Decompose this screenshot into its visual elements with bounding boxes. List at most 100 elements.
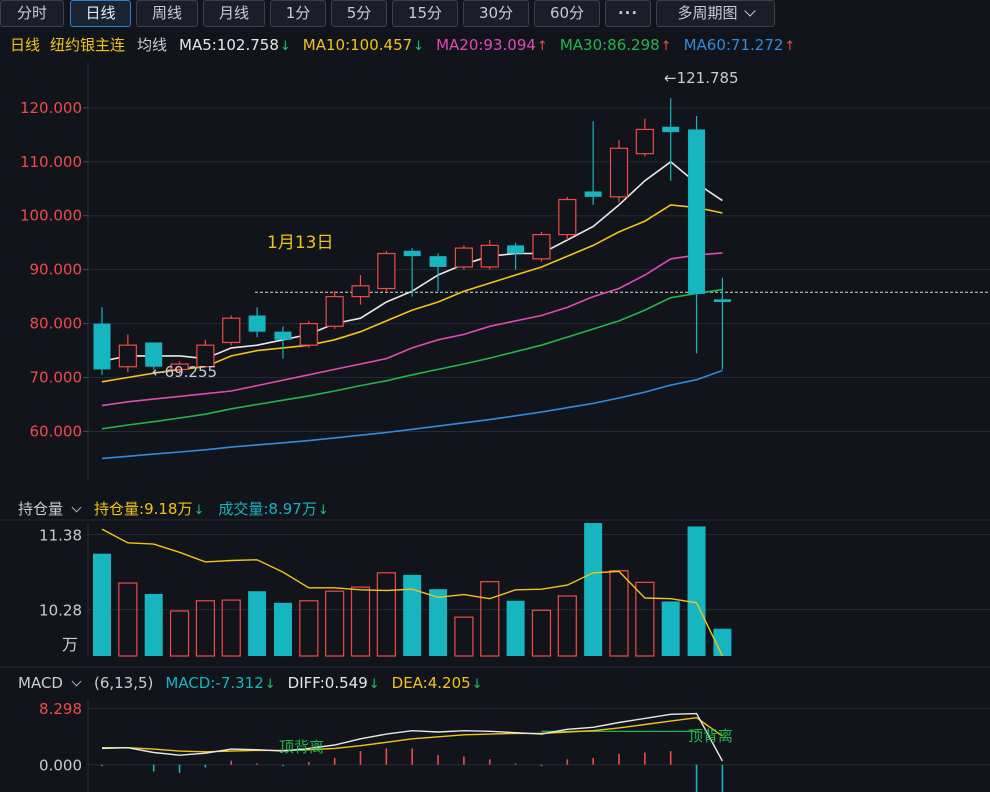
price-tick-label: 110.000 (20, 153, 82, 171)
down-arrow-icon: ↓ (317, 503, 329, 518)
candlesticks (93, 98, 731, 375)
candle (532, 231, 551, 262)
tab-intraday[interactable]: 分时 (0, 0, 64, 27)
diff-line (101, 712, 724, 762)
volume-bar (403, 574, 422, 656)
candle (635, 118, 654, 157)
volume-bar (273, 602, 292, 656)
volume-bar (144, 593, 163, 656)
volume-bar (635, 581, 655, 657)
down-arrow-icon: ↓ (471, 677, 483, 692)
candle (222, 315, 241, 346)
volume-bar (531, 609, 552, 657)
candle-body (274, 331, 292, 340)
volume-bar (713, 628, 732, 656)
tab-monthly[interactable]: 月线 (203, 0, 265, 27)
price-axis: 120.000 110.000 100.000 90.000 80.000 70.000 6… (20, 62, 89, 480)
dea-value: DEA:4.205 (391, 674, 471, 692)
ma-legend: 日线 纽约银主连 均线 MA5:102.758↓ MA10:100.457↓ MA20:9… (10, 33, 807, 57)
candle-body (713, 299, 731, 303)
candle-body (170, 363, 189, 371)
more-periods-button[interactable]: ··· (605, 0, 651, 27)
volume-tick-label: 10.28 (39, 602, 82, 620)
volume-bar (325, 590, 345, 657)
price-tick-label: 120.000 (20, 99, 82, 117)
indicator-dropdown-macd[interactable]: MACD (18, 674, 82, 692)
candle-body (196, 344, 215, 368)
down-arrow-icon: ↓ (368, 677, 380, 692)
volume-bar (93, 553, 111, 656)
date-annotation: 1月13日 (267, 233, 333, 253)
volume-bar (221, 599, 241, 657)
volume-bar (506, 600, 525, 656)
volume-bar (557, 595, 577, 657)
candle-body (377, 252, 396, 290)
candle (558, 196, 577, 240)
macd-params: (6,13,5) (93, 674, 154, 692)
tab-5min[interactable]: 5分 (331, 0, 387, 27)
period-toolbar: 分时 日线 周线 月线 1分 5分 15分 30分 60分 ··· 多周期图 (0, 0, 990, 28)
candle-body (584, 191, 602, 197)
price-tick-label: 90.000 (30, 261, 83, 279)
macd-tick-label: 0.000 (39, 757, 82, 775)
volume-axis: 万 11.38 10.28 (39, 523, 89, 656)
ma20-value: MA20:93.094 (436, 36, 536, 54)
divergence-label-2: 顶背离 (688, 727, 733, 745)
candle-body (351, 285, 370, 298)
tab-15min[interactable]: 15分 (392, 0, 458, 27)
candle-body (93, 323, 111, 370)
candle-body (325, 296, 344, 327)
open-interest-line (101, 528, 724, 657)
macd-annotations: 顶背离 顶背离 (279, 727, 733, 756)
volume-unit-label: 万 (62, 635, 78, 654)
volume-bar (169, 610, 190, 657)
tab-weekly[interactable]: 周线 (136, 0, 198, 27)
candle (480, 239, 499, 270)
oi-value: 持仓量:9.18万 (94, 500, 193, 518)
indicator-name: MACD (18, 674, 63, 692)
price-tick-label: 60.000 (30, 422, 83, 440)
ma60-value: MA60:71.272 (683, 36, 784, 54)
volume-value: 成交量:8.97万 (218, 500, 317, 518)
tab-daily[interactable]: 日线 (70, 0, 131, 27)
candle (454, 245, 473, 270)
candle (170, 361, 189, 375)
volume-bar (661, 601, 680, 656)
candle (584, 121, 602, 205)
volume-bar (350, 586, 371, 657)
diff-value: DIFF:0.549 (287, 674, 368, 692)
candle (403, 248, 421, 297)
macd-tick-label: 8.298 (39, 700, 82, 718)
candle-body (532, 233, 551, 260)
candle (274, 326, 292, 359)
candle (196, 339, 215, 368)
down-arrow-icon: ↓ (264, 677, 276, 692)
candle (118, 334, 137, 373)
multi-period-dropdown[interactable]: 多周期图 (656, 0, 775, 27)
tab-60min[interactable]: 60分 (534, 0, 600, 27)
candle-body (558, 198, 577, 236)
indicator-dropdown-oi[interactable]: 持仓量 (18, 500, 82, 518)
price-annotations: 1月13日 ←121.785 ←69.255 (152, 69, 739, 381)
down-arrow-icon: ↓ (193, 503, 205, 518)
volume-bar (454, 616, 474, 657)
tab-30min[interactable]: 30分 (463, 0, 529, 27)
indicator-name: 持仓量 (18, 500, 64, 518)
price-tick-label: 100.000 (20, 207, 82, 225)
volume-bar (429, 589, 448, 656)
volume-panel (0, 519, 990, 657)
candle (688, 115, 706, 354)
volume-bar (118, 582, 138, 657)
candle-body (635, 128, 654, 155)
volume-bar (687, 526, 706, 656)
candle-body (688, 129, 706, 294)
macd-legend: MACD (6,13,5) MACD:-7.312↓ DIFF:0.549↓ DEA:4… (0, 670, 483, 696)
low-price-label: ←69.255 (152, 363, 217, 381)
ma10-value: MA10:100.457 (302, 36, 413, 54)
candle-body (118, 344, 137, 368)
tab-1min[interactable]: 1分 (270, 0, 326, 27)
candle-body (248, 315, 266, 332)
candle-body (222, 317, 241, 344)
volume-bar (584, 523, 603, 656)
